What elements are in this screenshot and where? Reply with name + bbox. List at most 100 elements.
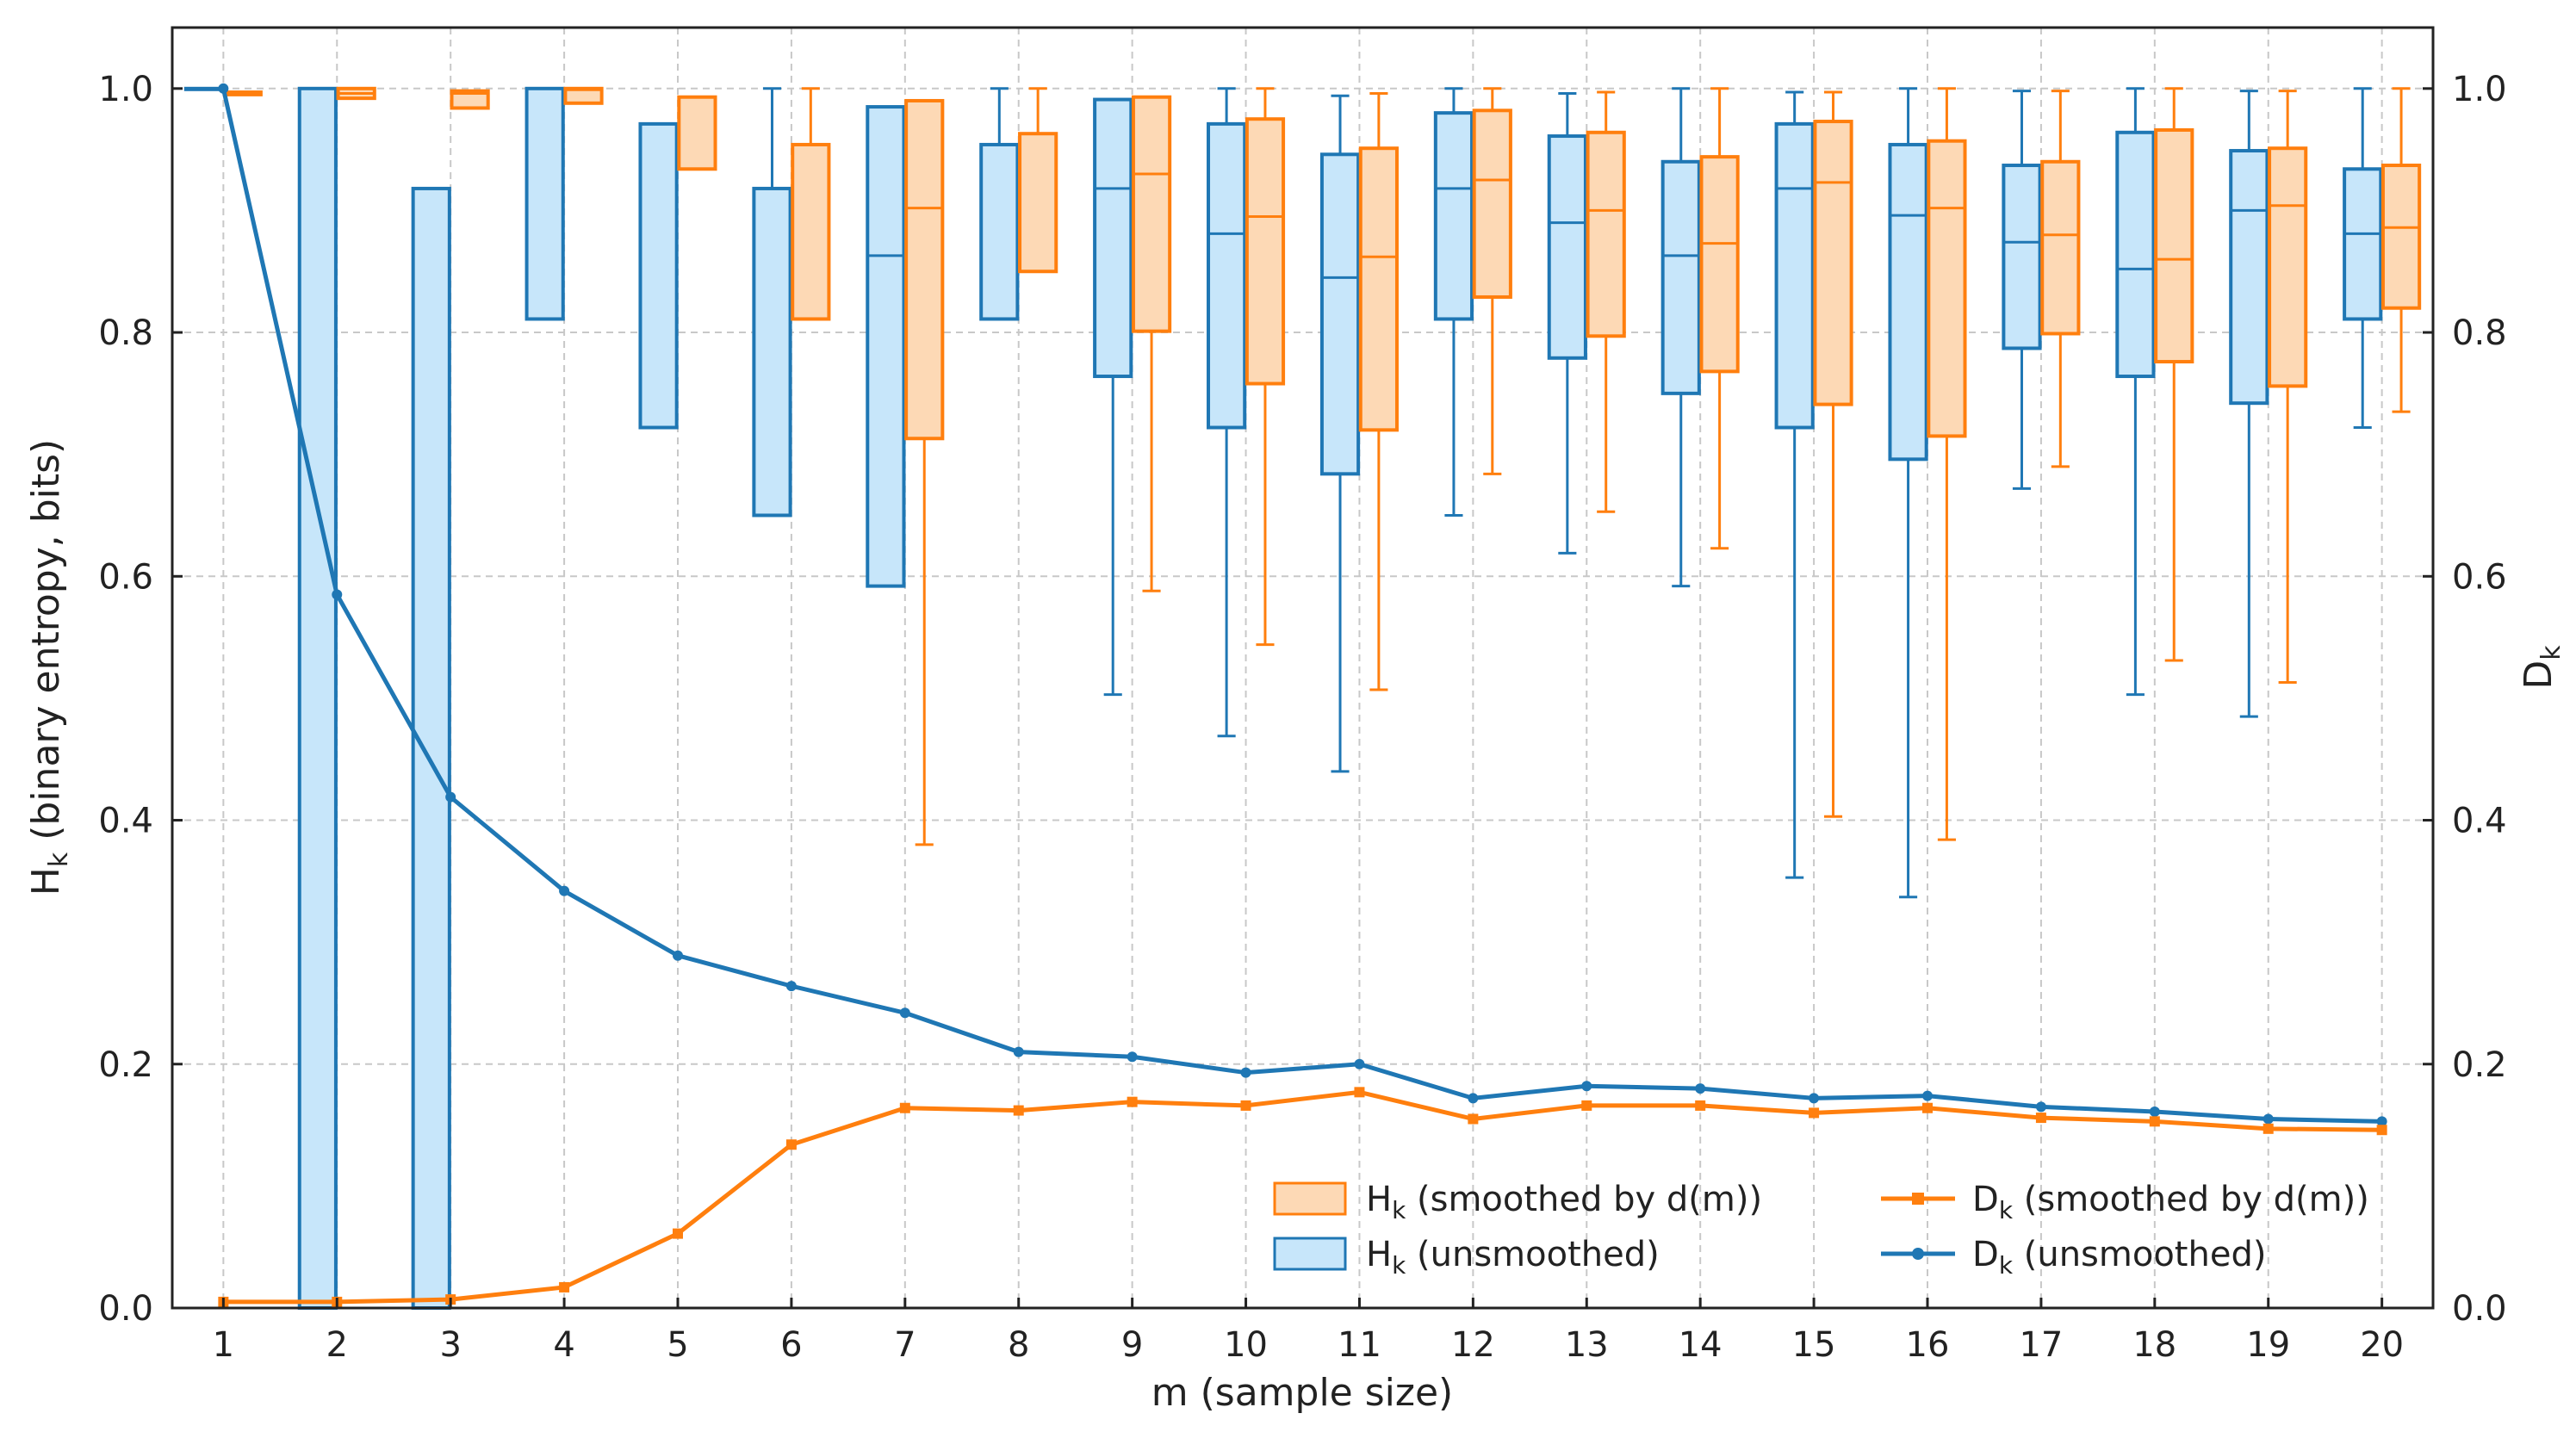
box-body (791, 142, 831, 321)
box-body (1699, 155, 1740, 374)
line-series (218, 83, 2387, 1307)
box-body (2115, 130, 2156, 379)
y-axis-left-subscript: k (44, 852, 74, 867)
box-unsmoothed (2002, 90, 2042, 490)
y-tick-label-right: 0.4 (2452, 802, 2507, 841)
box-body (1888, 142, 1928, 462)
box-body (2268, 146, 2308, 388)
box-unsmoothed (297, 86, 338, 1310)
y-tick-label-left: 0.2 (98, 1045, 153, 1085)
x-tick-label: 8 (1008, 1325, 1029, 1365)
line-point-unsmoothed (1240, 1067, 1251, 1078)
x-axis-title: m (sample size) (1151, 1371, 1453, 1415)
x-tick-label: 11 (1338, 1325, 1381, 1365)
y-tick-label-left: 0.0 (98, 1289, 153, 1329)
y-tick-label-right: 1.0 (2452, 70, 2507, 109)
box-unsmoothed (1207, 87, 1247, 738)
line-point-smoothed (785, 1139, 797, 1150)
box-unsmoothed (2115, 87, 2156, 697)
box-body (904, 98, 945, 441)
x-tick-label: 1 (213, 1325, 234, 1365)
box-unsmoothed (2229, 90, 2269, 718)
x-tick-label: 15 (1792, 1325, 1836, 1365)
legend-unsmoothed-line-symbol: D (1972, 1235, 1999, 1274)
box-body (638, 121, 679, 430)
x-tick-label: 20 (2360, 1325, 2404, 1365)
line-point-smoothed (1809, 1107, 1820, 1119)
y-tick-label-right: 0.2 (2452, 1045, 2507, 1085)
box-smoothed (1018, 87, 1058, 274)
box-unsmoothed (525, 86, 565, 321)
box-unsmoothed (2343, 87, 2383, 430)
line-point-smoothed (672, 1228, 683, 1239)
line-point-smoothed (2035, 1113, 2046, 1124)
legend-smoothed-line-subscript: k (1999, 1196, 2014, 1224)
line-point-smoothed (1354, 1087, 1365, 1098)
box-smoothed (1927, 87, 1967, 841)
box-body (2229, 149, 2269, 406)
plot-frame (171, 26, 2435, 1310)
legend: Hk (smoothed by d(m)) Hk (unsmoothed) Dk… (1273, 1180, 2369, 1280)
box-unsmoothed (979, 87, 1020, 321)
box-smoothed (677, 95, 717, 171)
line-point-unsmoothed (218, 83, 229, 94)
box-smoothed (1586, 90, 1626, 513)
box-smoothed (1813, 90, 1853, 818)
legend-smoothed-line-suffix: (smoothed by d(m)) (2013, 1180, 2369, 1219)
x-tick-label: 2 (326, 1325, 348, 1365)
box-unsmoothed (1547, 91, 1587, 555)
box-body (1245, 117, 1286, 386)
box-unsmoothed (411, 186, 451, 1311)
box-body (2002, 164, 2042, 350)
box-body (450, 89, 490, 110)
legend-smoothed-box-suffix: (smoothed by d(m)) (1406, 1180, 1762, 1219)
box-unsmoothed (1888, 87, 1928, 899)
box-body (1207, 121, 1247, 430)
box-smoothed (2154, 87, 2194, 662)
box-unsmoothed (183, 86, 225, 91)
line-point-unsmoothed (1468, 1093, 1479, 1104)
legend-unsmoothed-line-suffix: (unsmoothed) (2013, 1235, 2266, 1274)
box-smoothed (563, 86, 604, 105)
legend-unsmoothed-box-subscript: k (1392, 1251, 1406, 1280)
box-smoothed (1358, 91, 1399, 691)
box-body (2343, 167, 2383, 321)
box-unsmoothed (866, 105, 906, 588)
x-tick-label: 9 (1121, 1325, 1143, 1365)
y-tick-label-right: 0.6 (2452, 557, 2507, 597)
y-tick-label-left: 0.4 (98, 802, 153, 841)
legend-smoothed-box-symbol: H (1366, 1180, 1392, 1219)
line-point-unsmoothed (445, 791, 456, 803)
box-smoothed (336, 86, 376, 101)
box-smoothed (1245, 87, 1286, 647)
box-smoothed (1472, 87, 1512, 475)
x-tick-label: 7 (894, 1325, 916, 1365)
legend-unsmoothed-line-subscript: k (1999, 1251, 2014, 1280)
line-point-unsmoothed (1695, 1083, 1706, 1094)
box-smoothed (450, 89, 490, 110)
line-point-unsmoothed (2376, 1116, 2387, 1127)
y-tick-label-left: 0.6 (98, 557, 153, 597)
line-point-smoothed (2149, 1116, 2160, 1127)
box-body (752, 186, 792, 518)
legend-unsmoothed-box-symbol: H (1366, 1235, 1392, 1274)
box-smoothed (1131, 95, 1172, 592)
line-point-unsmoothed (2149, 1106, 2160, 1117)
x-tick-label: 3 (439, 1325, 461, 1365)
x-tick-label: 5 (667, 1325, 688, 1365)
legend-swatch-unsmoothed-marker (1912, 1248, 1924, 1260)
y-axis-title-right: Dk (2517, 645, 2567, 690)
box-body (525, 86, 565, 321)
x-tick-label: 17 (2019, 1325, 2063, 1365)
y-axis-left-symbol: H (24, 867, 68, 896)
box-body (411, 186, 451, 1311)
axes: 1 2 3 4 5 6 7 8 9 10 11 12 13 14 15 16 17 18 19 200.0 0.00.2… (98, 70, 2506, 1365)
line-point-unsmoothed (1581, 1081, 1592, 1092)
x-tick-label: 14 (1679, 1325, 1723, 1365)
box-body (2154, 127, 2194, 364)
line-point-unsmoothed (559, 885, 570, 896)
line-point-smoothed (1695, 1100, 1706, 1111)
box-body (297, 86, 338, 1310)
line-point-unsmoothed (1013, 1046, 1024, 1057)
box-unsmoothed (638, 121, 679, 430)
